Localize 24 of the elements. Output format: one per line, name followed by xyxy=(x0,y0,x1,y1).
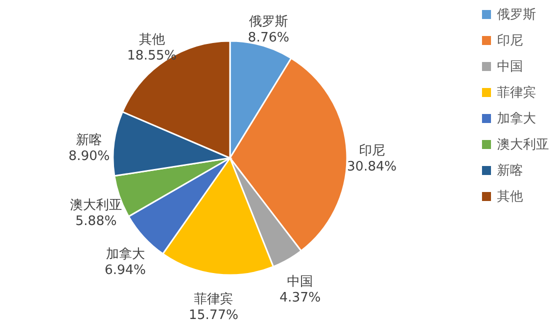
legend-label: 其他 xyxy=(497,190,523,204)
legend-label: 加拿大 xyxy=(497,112,536,126)
legend-label: 俄罗斯 xyxy=(497,8,536,22)
slice-label: 新喀 xyxy=(76,133,102,148)
data-label: 30.84% xyxy=(347,160,397,175)
slice-label: 印尼 xyxy=(358,144,385,159)
legend-label: 菲律宾 xyxy=(497,84,536,100)
data-label: 8.76% xyxy=(248,30,290,46)
data-label: 6.94% xyxy=(104,262,146,278)
legend-label: 中国 xyxy=(497,60,523,74)
legend-label: 澳大利亚 xyxy=(497,138,549,152)
data-label: 18.55% xyxy=(127,48,177,64)
slice-label: 其他 xyxy=(138,32,165,48)
slice-label: 加拿大 xyxy=(106,246,145,262)
data-label: 8.90% xyxy=(68,149,110,164)
data-label: 15.77% xyxy=(188,308,238,324)
slice-label: 澳大利亚 xyxy=(70,198,122,214)
slice-label: 俄罗斯 xyxy=(249,14,288,30)
data-label: 4.37% xyxy=(279,290,321,306)
slice-label: 中国 xyxy=(287,274,314,290)
legend-label: 新喀 xyxy=(497,164,523,178)
slice-label: 菲律宾 xyxy=(194,291,234,308)
legend-label: 印尼 xyxy=(497,34,523,48)
data-label: 5.88% xyxy=(75,214,117,230)
